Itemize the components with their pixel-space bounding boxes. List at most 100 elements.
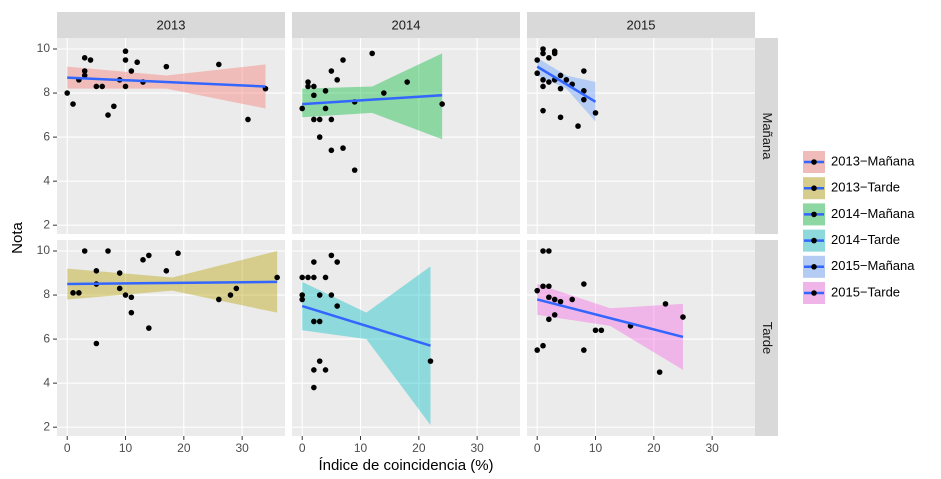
confidence-band xyxy=(537,57,596,122)
point xyxy=(581,347,587,353)
point xyxy=(70,101,76,107)
point xyxy=(680,314,686,320)
y-tick-label: 10 xyxy=(37,41,51,55)
x-tick-label: 0 xyxy=(64,441,71,455)
point xyxy=(540,50,546,57)
panel xyxy=(527,240,755,436)
point xyxy=(551,312,558,318)
point xyxy=(581,96,587,103)
point xyxy=(93,268,100,274)
y-tick-label: 2 xyxy=(43,217,50,231)
legend-label: 2013−Mañana xyxy=(831,153,915,168)
y-tick-label: 2 xyxy=(43,419,50,433)
point xyxy=(122,57,129,63)
point xyxy=(134,59,140,66)
point xyxy=(334,303,340,309)
point xyxy=(111,103,117,110)
point xyxy=(557,114,564,121)
point xyxy=(311,92,317,99)
point xyxy=(575,123,581,129)
point xyxy=(551,296,558,303)
point xyxy=(128,309,135,316)
point xyxy=(551,48,558,55)
point xyxy=(557,85,564,92)
point xyxy=(351,167,358,173)
point xyxy=(540,283,546,290)
point xyxy=(316,318,323,325)
point xyxy=(311,384,317,391)
point xyxy=(322,367,329,373)
point xyxy=(534,347,541,353)
x-tick-label: 20 xyxy=(177,441,191,455)
legend-dot xyxy=(811,185,817,191)
point xyxy=(81,68,88,74)
point xyxy=(557,298,564,305)
point xyxy=(64,90,71,96)
point xyxy=(662,301,669,307)
point xyxy=(311,116,317,123)
point xyxy=(311,259,317,265)
point xyxy=(93,340,100,347)
y-tick-label: 8 xyxy=(43,85,50,99)
x-tick-label: 20 xyxy=(412,441,426,455)
point xyxy=(105,112,111,118)
strip xyxy=(755,240,778,436)
point xyxy=(540,107,546,114)
point xyxy=(656,369,663,375)
point xyxy=(546,79,552,85)
legend-label: 2013−Tarde xyxy=(831,180,900,195)
fit-line xyxy=(67,280,278,286)
x-tick-label: 10 xyxy=(119,441,133,455)
point xyxy=(381,90,387,96)
point xyxy=(305,83,311,90)
point xyxy=(328,252,335,259)
y-tick-label: 6 xyxy=(43,331,50,345)
strip-text: Tarde xyxy=(760,322,775,355)
point xyxy=(216,296,222,303)
point xyxy=(340,57,346,63)
fit-line xyxy=(67,76,266,88)
legend-dot xyxy=(811,264,817,270)
point xyxy=(99,83,105,90)
point xyxy=(70,290,76,296)
point xyxy=(328,292,335,298)
point xyxy=(311,274,317,281)
point xyxy=(369,50,375,57)
panel xyxy=(292,38,520,234)
y-tick-label: 6 xyxy=(43,129,50,143)
point xyxy=(563,77,570,83)
point xyxy=(540,83,546,90)
point xyxy=(105,248,111,254)
point xyxy=(305,79,311,85)
y-tick-label: 10 xyxy=(37,243,51,257)
point xyxy=(227,292,234,298)
legend-label: 2015−Mañana xyxy=(831,258,915,273)
point xyxy=(581,281,587,287)
fit-line xyxy=(536,298,684,339)
point xyxy=(534,287,541,294)
point xyxy=(163,63,170,70)
point xyxy=(216,61,222,68)
fit-line xyxy=(301,304,431,347)
point xyxy=(322,274,329,281)
legend-label: 2014−Mañana xyxy=(831,206,915,221)
strip-text: 2013 xyxy=(157,17,186,32)
confidence-band xyxy=(537,284,683,370)
point xyxy=(316,292,323,298)
point xyxy=(122,292,129,298)
point xyxy=(299,274,306,281)
point xyxy=(311,367,317,373)
point xyxy=(146,252,152,259)
point xyxy=(140,257,146,263)
point xyxy=(76,290,82,296)
point xyxy=(540,46,546,52)
legend-label: 2014−Tarde xyxy=(831,232,900,247)
panel xyxy=(527,38,755,234)
point xyxy=(404,79,410,85)
x-tick-label: 30 xyxy=(235,441,249,455)
point xyxy=(540,342,546,349)
point xyxy=(316,116,323,123)
point xyxy=(128,294,135,301)
point xyxy=(322,88,329,94)
y-axis-title: Nota xyxy=(9,222,26,254)
